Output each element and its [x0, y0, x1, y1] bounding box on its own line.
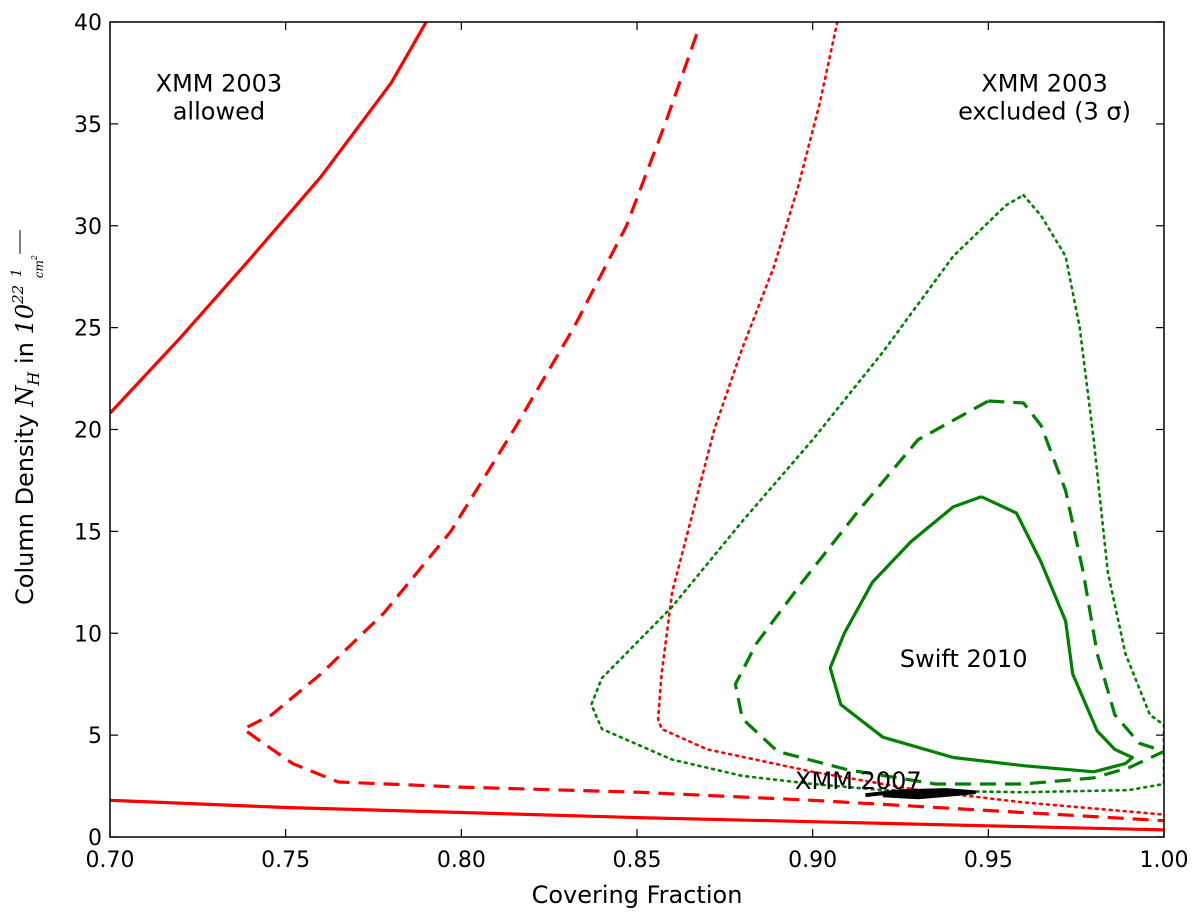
x-axis-label: Covering Fraction: [532, 881, 743, 909]
annotation-xmm2007: XMM 2007: [795, 767, 922, 795]
x-tick-label: 0.70: [86, 848, 135, 873]
annotation-line: XMM 2007: [795, 767, 922, 795]
y-axis-label-fraction-numerator: 1: [9, 268, 25, 277]
annotation-line: XMM 2003: [981, 69, 1108, 97]
y-tick-label: 20: [74, 419, 102, 444]
series-layer: XMM 2003 1σ upperXMM 2003 1σ lowerXMM 20…: [110, 22, 1164, 832]
y-axis-label-subscript: H: [24, 371, 43, 387]
y-tick-label: 5: [88, 724, 102, 749]
annotation-xmm2003-allowed: XMM 2003 allowed: [156, 69, 283, 125]
y-axis-label-symbol: N: [11, 385, 39, 408]
y-tick-label: 30: [74, 215, 102, 240]
y-axis-label-text: Column Density: [11, 414, 39, 605]
series-line-swift2010-dashed: Swift 2010 2σ: [733, 399, 1164, 786]
annotation-line: XMM 2003: [156, 69, 283, 97]
series-line-xmm2003-dashed: XMM 2003 2σ: [241, 33, 1164, 823]
labels-layer: 0.70 0.75 0.80 0.85 0.90 0.95 1.00 0 5 10 15 20 25 30…: [74, 11, 1188, 873]
series-line-xmm2003-solid: XMM 2003 1σ lower: [110, 798, 1164, 832]
annotation-line: Swift 2010: [900, 645, 1028, 673]
y-axis-label-unit-base: 10: [11, 304, 39, 335]
y-tick-label: 15: [74, 520, 102, 545]
y-axis-label-unit-exponent: 22: [9, 285, 27, 305]
series-line-swift2010-solid: Swift 2010 1σ: [828, 495, 1134, 774]
annotation-line: allowed: [173, 97, 265, 125]
ticks-layer: [109, 21, 1165, 838]
x-tick-label: 1.00: [1140, 848, 1189, 873]
y-axis-label-fraction-denominator-exponent: 2: [30, 255, 39, 261]
annotation-swift2010: Swift 2010: [900, 645, 1028, 673]
y-axis-label-connector: in: [11, 342, 39, 364]
series-line-xmm2003-solid: XMM 2003 1σ upper: [110, 22, 428, 415]
y-tick-label: 0: [88, 826, 102, 851]
series-line-xmm2007-solid: XMM 2007: [865, 788, 977, 800]
series-line-xmm2003-dotted: XMM 2003 3σ: [656, 22, 1164, 816]
y-axis-label-fraction-denominator: cm: [32, 260, 46, 278]
series-line-swift2010-dotted: Swift 2010 3σ: [590, 193, 1164, 794]
annotation-line: excluded (3 σ): [958, 97, 1131, 125]
x-tick-label: 0.85: [613, 848, 662, 873]
plot-background: [110, 22, 1164, 837]
y-tick-label: 40: [74, 11, 102, 36]
x-tick-label: 0.80: [437, 848, 486, 873]
y-tick-label: 10: [74, 622, 102, 647]
y-tick-label: 25: [74, 317, 102, 342]
x-tick-label: 0.95: [964, 848, 1013, 873]
annotation-xmm2003-excluded: XMM 2003 excluded (3 σ): [958, 69, 1131, 125]
x-tick-label: 0.90: [788, 848, 837, 873]
y-tick-label: 35: [74, 113, 102, 138]
y-axis-label: Column Density NH in 1022 1 cm2: [9, 255, 46, 605]
x-tick-label: 0.75: [261, 848, 310, 873]
